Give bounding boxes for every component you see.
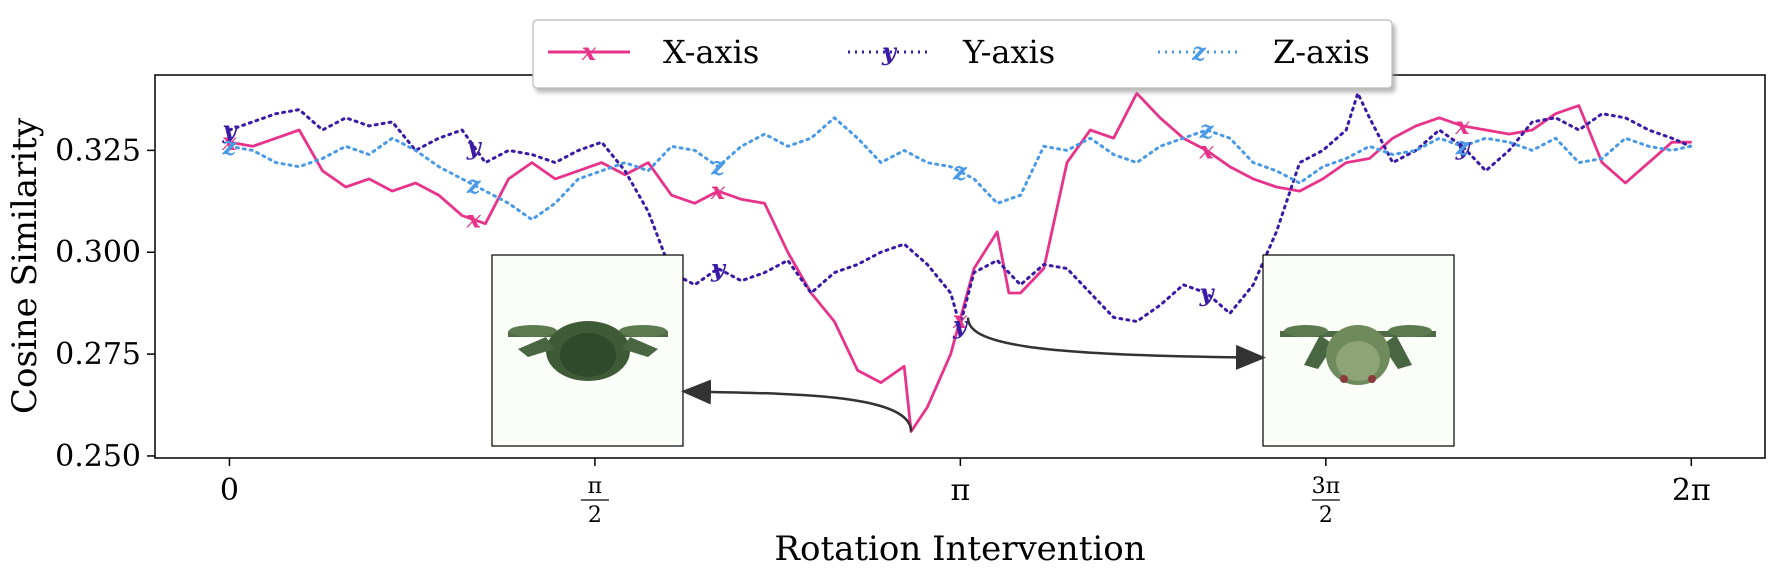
series-marker-z: z [710, 152, 726, 181]
series-marker-y: y [466, 131, 483, 160]
legend-item-x: x X-axis [548, 33, 759, 71]
legend-label: Z-axis [1273, 33, 1370, 71]
x-tick-label: 3π2 [1312, 474, 1340, 528]
series-marker-z: z [952, 157, 968, 186]
svg-text:2π: 2π [1672, 473, 1711, 508]
drone-icon [508, 321, 668, 381]
svg-text:π: π [951, 473, 971, 508]
y-tick-label: 0.275 [55, 337, 141, 372]
x-tick-label: 0 [220, 473, 239, 508]
legend-marker: z [1191, 37, 1207, 66]
series-marker-z: z [1455, 131, 1471, 160]
series-marker-x: x [221, 127, 237, 156]
series-marker-y: y [221, 115, 238, 144]
svg-text:π: π [588, 474, 602, 499]
series-line-z [228, 116, 1692, 222]
series-marker-y: y [952, 311, 969, 340]
y-tick-label: 0.325 [55, 133, 141, 168]
series-marker-x: x [1454, 111, 1470, 140]
y-tick-label: 0.250 [55, 439, 141, 474]
annotation-arrow-right [966, 317, 1266, 370]
legend-item-y: y Y-axis [848, 33, 1055, 71]
series-marker-x: x [952, 305, 968, 334]
series-marker-y: y [1199, 278, 1216, 307]
svg-text:0: 0 [220, 473, 239, 508]
annotation-arrow-left [681, 379, 913, 432]
y-tick-label: 0.300 [55, 235, 141, 270]
drone-image-right [1262, 254, 1455, 447]
svg-text:2: 2 [1319, 503, 1333, 528]
series-marker-z: z [1199, 115, 1215, 144]
x-axis-title: Rotation Intervention [774, 529, 1145, 569]
x-tick-label: 2π [1672, 473, 1711, 508]
legend-label: X-axis [663, 33, 759, 71]
svg-text:2: 2 [588, 503, 602, 528]
series-lines [228, 91, 1692, 433]
svg-text:3π: 3π [1312, 474, 1340, 499]
x-tick-label: π2 [580, 474, 609, 528]
series-marker-x: x [466, 205, 482, 234]
x-tick-label: π [951, 473, 971, 508]
drone-icon [1280, 325, 1436, 385]
legend-marker: x [581, 37, 597, 66]
y-axis-title: Cosine Similarity [5, 117, 45, 414]
legend: x X-axis y Y-axis z Z-axis [532, 19, 1393, 89]
series-marker-y: y [710, 254, 727, 283]
series-marker-x: x [710, 176, 726, 205]
series-marker-z: z [222, 131, 238, 160]
legend-item-z: z Z-axis [1158, 33, 1370, 71]
series-line-y [228, 91, 1692, 328]
series-marker-z: z [466, 170, 482, 199]
y-axis: 0.250 0.275 0.300 0.325 [55, 133, 155, 474]
drone-image-left [491, 254, 684, 447]
series-marker-y: y [1455, 131, 1472, 160]
series-marker-x: x [1198, 135, 1214, 164]
legend-marker: y [881, 37, 898, 66]
legend-label: Y-axis [962, 33, 1055, 71]
